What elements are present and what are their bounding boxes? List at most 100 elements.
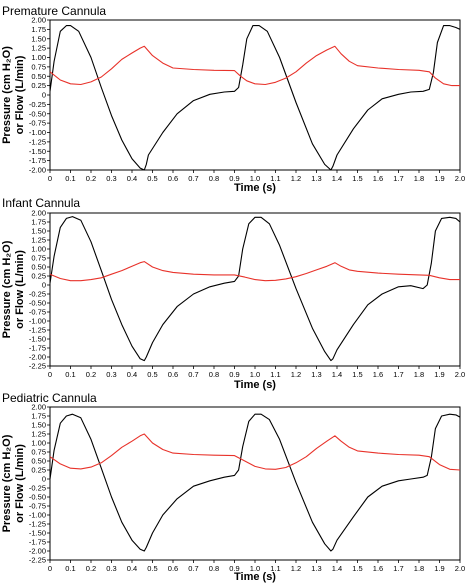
y-tick-label: -2.00 bbox=[29, 166, 46, 175]
x-tick-label: 0 bbox=[48, 564, 52, 573]
y-tick-label: -1.50 bbox=[29, 147, 46, 156]
y-tick-label: 0.50 bbox=[31, 457, 46, 466]
y-tick-label: 0 bbox=[42, 91, 46, 100]
x-axis-label: Time (s) bbox=[234, 379, 276, 391]
x-tick-label: 2.0 bbox=[455, 370, 465, 379]
plot-frame bbox=[49, 406, 461, 561]
x-tick-label: 0.3 bbox=[106, 370, 116, 379]
y-tick-label: -1.75 bbox=[29, 538, 46, 547]
x-tick-label: 1.5 bbox=[352, 174, 362, 183]
x-axis-label: Time (s) bbox=[234, 182, 276, 194]
x-tick-label: 1.2 bbox=[291, 370, 301, 379]
flow-series-line bbox=[49, 413, 461, 552]
x-tick-label: 0.3 bbox=[106, 564, 116, 573]
y-tick-label: 0.75 bbox=[31, 448, 46, 457]
x-tick-label: 1.6 bbox=[373, 370, 383, 379]
y-tick-label: 1.75 bbox=[31, 412, 46, 421]
x-tick-label: 1.0 bbox=[250, 564, 260, 573]
y-tick-label: 1.50 bbox=[31, 34, 46, 43]
x-tick-label: 0 bbox=[48, 370, 52, 379]
y-tick-label: -0.50 bbox=[29, 493, 46, 502]
x-tick-label: 0.6 bbox=[168, 370, 178, 379]
y-tick-label: 1.25 bbox=[31, 236, 46, 245]
y-tick-label: -0.50 bbox=[29, 109, 46, 118]
y-tick-label: 1.50 bbox=[31, 227, 46, 236]
x-tick-label: 1.8 bbox=[414, 174, 424, 183]
y-axis-label-line1: Pressure (cm H₂O) bbox=[1, 240, 13, 338]
x-tick-label: 1.2 bbox=[291, 564, 301, 573]
x-tick-label: 2.0 bbox=[455, 564, 465, 573]
x-tick-label: 1.8 bbox=[414, 370, 424, 379]
x-tick-label: 0 bbox=[48, 174, 52, 183]
x-tick-label: 0.8 bbox=[209, 174, 219, 183]
y-tick-label: 2.00 bbox=[31, 16, 46, 25]
y-tick-label: -1.50 bbox=[29, 529, 46, 538]
x-tick-label: 1.5 bbox=[352, 564, 362, 573]
x-tick-label: 1.9 bbox=[434, 174, 444, 183]
x-tick-label: 0.4 bbox=[127, 564, 137, 573]
x-tick-label: 0.9 bbox=[229, 174, 239, 183]
y-tick-label: -1.25 bbox=[29, 520, 46, 529]
flow-series-line bbox=[49, 25, 461, 171]
x-tick-label: 0.1 bbox=[65, 174, 75, 183]
x-tick-label: 1.0 bbox=[250, 370, 260, 379]
y-axis-label-line2: or Flow (L/min) bbox=[14, 250, 26, 329]
y-tick-label: -0.50 bbox=[29, 299, 46, 308]
x-tick-label: 0.8 bbox=[209, 564, 219, 573]
y-tick-label: -1.00 bbox=[29, 317, 46, 326]
x-tick-label: 0.1 bbox=[65, 370, 75, 379]
chart-panel-3: Pediatric Cannula2.001.751.501.251.000.7… bbox=[1, 391, 465, 583]
x-axis-label: Time (s) bbox=[234, 571, 276, 583]
y-tick-label: 0.25 bbox=[31, 466, 46, 475]
x-tick-label: 0.7 bbox=[188, 370, 198, 379]
y-tick-label: 0.25 bbox=[31, 272, 46, 281]
y-tick-label: 1.00 bbox=[31, 439, 46, 448]
y-tick-label: -0.75 bbox=[29, 502, 46, 511]
x-tick-label: 0.7 bbox=[188, 174, 198, 183]
x-tick-label: 1.3 bbox=[311, 370, 321, 379]
x-tick-label: 1.7 bbox=[393, 174, 403, 183]
chart-title: Premature Cannula bbox=[2, 4, 106, 18]
x-tick-label: 1.5 bbox=[352, 370, 362, 379]
x-tick-label: 1.3 bbox=[311, 174, 321, 183]
y-tick-label: 0.75 bbox=[31, 254, 46, 263]
x-tick-label: 1.8 bbox=[414, 564, 424, 573]
pressure-series-line bbox=[49, 261, 460, 282]
x-tick-label: 0.4 bbox=[127, 370, 137, 379]
y-tick-label: 2.00 bbox=[31, 209, 46, 218]
plot-frame bbox=[49, 212, 461, 367]
y-axis-label-line2: or Flow (L/min) bbox=[14, 55, 26, 134]
y-tick-label: -1.75 bbox=[29, 156, 46, 165]
y-tick-label: -0.25 bbox=[29, 100, 46, 109]
y-tick-label: 0.50 bbox=[31, 72, 46, 81]
y-tick-label: -1.50 bbox=[29, 335, 46, 344]
x-tick-label: 0.6 bbox=[168, 174, 178, 183]
y-tick-label: 1.00 bbox=[31, 53, 46, 62]
x-tick-label: 0.5 bbox=[147, 564, 157, 573]
y-tick-label: -1.00 bbox=[29, 511, 46, 520]
pressure-series-line bbox=[49, 433, 461, 471]
y-tick-label: 0 bbox=[42, 281, 46, 290]
x-tick-label: 0.1 bbox=[65, 564, 75, 573]
y-tick-label: 0.50 bbox=[31, 263, 46, 272]
y-tick-label: 1.25 bbox=[31, 430, 46, 439]
y-axis-label-line1: Pressure (cm H₂O) bbox=[1, 434, 13, 532]
plot-frame bbox=[49, 19, 461, 171]
y-tick-label: -1.00 bbox=[29, 128, 46, 137]
x-tick-label: 1.7 bbox=[393, 564, 403, 573]
y-tick-label: 1.00 bbox=[31, 245, 46, 254]
x-tick-label: 1.3 bbox=[311, 564, 321, 573]
x-tick-label: 0.4 bbox=[127, 174, 137, 183]
y-tick-label: -1.25 bbox=[29, 137, 46, 146]
x-tick-label: 1.6 bbox=[373, 174, 383, 183]
x-tick-label: 1.0 bbox=[250, 174, 260, 183]
x-tick-label: 1.4 bbox=[332, 174, 342, 183]
chart-title: Infant Cannula bbox=[2, 196, 80, 210]
x-tick-label: 1.7 bbox=[393, 370, 403, 379]
y-axis-label-line1: Pressure (cm H₂O) bbox=[1, 46, 13, 144]
y-tick-label: 0.75 bbox=[31, 62, 46, 71]
y-tick-label: -2.00 bbox=[29, 547, 46, 556]
x-tick-label: 0.5 bbox=[147, 174, 157, 183]
x-tick-label: 1.9 bbox=[434, 370, 444, 379]
x-tick-label: 0.2 bbox=[86, 564, 96, 573]
